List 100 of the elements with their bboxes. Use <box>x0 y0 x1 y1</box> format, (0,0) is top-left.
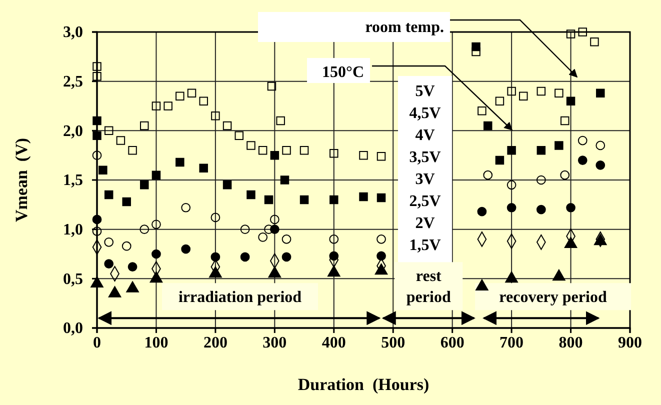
point <box>330 195 338 204</box>
point <box>596 160 606 170</box>
y-tick-label: 0,0 <box>63 320 83 338</box>
point <box>376 251 386 261</box>
annotation: 150°C <box>322 64 364 81</box>
point <box>596 140 606 150</box>
point <box>246 141 256 150</box>
x-tick-label: 400 <box>322 334 346 352</box>
y-tick-label: 0,5 <box>63 270 83 288</box>
point <box>495 156 504 165</box>
point <box>300 146 309 155</box>
point <box>536 146 546 155</box>
point <box>566 96 576 106</box>
point <box>264 195 274 204</box>
point <box>507 146 516 155</box>
annotation: irradiation period <box>178 289 302 306</box>
point <box>92 116 102 126</box>
point <box>222 121 232 130</box>
point <box>536 86 546 96</box>
annotation: 4V <box>415 127 436 144</box>
point <box>300 195 309 204</box>
point <box>92 214 102 224</box>
point <box>246 190 256 200</box>
point <box>536 175 546 185</box>
point <box>578 28 587 36</box>
point <box>566 30 576 38</box>
point <box>376 152 386 161</box>
point <box>270 150 280 160</box>
x-tick-label: 700 <box>500 334 524 352</box>
point <box>98 166 108 175</box>
point <box>152 249 161 259</box>
point <box>282 252 292 262</box>
annotation: room temp. <box>365 19 444 36</box>
point <box>104 259 114 269</box>
point <box>258 232 268 242</box>
annotation: rest period <box>406 268 451 306</box>
point <box>210 212 220 222</box>
point <box>128 146 137 155</box>
point <box>122 241 132 251</box>
point <box>376 193 386 202</box>
x-tick-label: 0 <box>93 334 101 352</box>
point <box>267 82 276 91</box>
point <box>270 224 280 234</box>
point <box>483 121 492 130</box>
point <box>478 106 486 116</box>
x-tick-label: 900 <box>618 334 642 352</box>
y-axis-title: Vmean (V) <box>12 138 31 222</box>
point <box>128 262 138 272</box>
y-tick-label: 1,0 <box>63 221 83 238</box>
point <box>152 102 161 110</box>
y-tick-label: 2,5 <box>63 73 83 90</box>
y-tick-label: 3,0 <box>63 24 83 42</box>
point <box>104 237 114 247</box>
point <box>240 224 250 234</box>
point <box>222 180 232 190</box>
point <box>566 202 576 212</box>
point <box>92 226 102 236</box>
point <box>199 96 208 106</box>
y-tick-label: 2,0 <box>63 122 83 140</box>
annotation: 4,5V <box>409 105 442 122</box>
point <box>536 204 546 214</box>
point <box>104 126 114 136</box>
point <box>211 111 220 120</box>
annotation: 5V <box>415 83 436 100</box>
point <box>578 136 588 146</box>
point <box>477 206 487 216</box>
point <box>92 150 102 160</box>
point <box>152 220 161 230</box>
point <box>140 224 150 234</box>
x-tick-label: 200 <box>203 334 228 352</box>
point <box>92 131 102 140</box>
point <box>483 170 493 180</box>
x-tick-label: 100 <box>144 334 168 352</box>
annotation: 3V <box>415 171 436 188</box>
point <box>554 88 564 98</box>
point <box>234 131 244 140</box>
point <box>590 37 599 46</box>
point <box>280 176 290 184</box>
point <box>116 136 126 145</box>
point <box>199 164 208 173</box>
point <box>164 102 172 110</box>
point <box>210 252 220 262</box>
point <box>578 156 588 165</box>
point <box>122 197 131 206</box>
annotation: 2,5V <box>409 193 442 210</box>
point <box>92 62 102 71</box>
annotation: 1,5V <box>409 237 442 254</box>
point <box>507 86 516 96</box>
point <box>104 190 114 200</box>
point <box>359 192 368 202</box>
annotation: 3,5V <box>409 149 442 166</box>
point <box>181 244 191 254</box>
point <box>240 252 250 262</box>
point <box>140 180 149 190</box>
point <box>472 42 480 52</box>
point <box>329 234 339 244</box>
point <box>506 180 516 190</box>
y-tick-label: 1,5 <box>63 172 83 190</box>
point <box>258 146 268 155</box>
point <box>495 96 504 106</box>
